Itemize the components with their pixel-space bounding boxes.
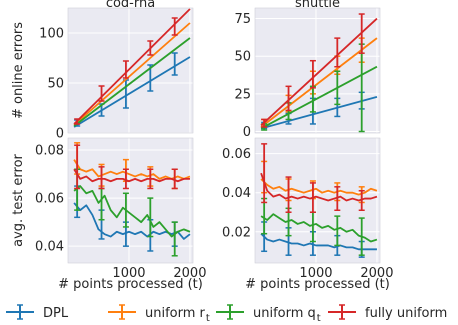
legend-label: uniform rt — [145, 306, 210, 324]
y-tick-label: 0 — [243, 125, 251, 140]
panel-frame — [67, 137, 194, 264]
error-bar — [309, 182, 316, 213]
y-tick-label: 75 — [234, 12, 251, 27]
panel-frame — [254, 137, 381, 264]
error-bar — [309, 59, 316, 89]
plot-area — [260, 143, 378, 258]
error-bar — [334, 215, 341, 247]
error-bar — [74, 118, 81, 125]
plot-area — [73, 8, 191, 128]
y-tick-label: 50 — [234, 50, 251, 65]
y-axis-label: avg. test error — [11, 153, 26, 246]
y-tick-label: 0.04 — [35, 240, 64, 255]
x-tick-label: 1000 — [299, 266, 332, 281]
legend-item: DPL — [6, 304, 69, 321]
y-tick-label: 25 — [234, 87, 251, 102]
panels-layer: 0 50 100 cod-rna # online errors 0 25 50 75 shutt… — [11, 0, 393, 281]
legend-subscript: t — [317, 313, 321, 324]
y-tick-label: 0 — [56, 127, 64, 142]
series-line-uniform-r — [260, 37, 378, 128]
series-line-uniform-q — [260, 213, 378, 243]
plot-area — [260, 13, 378, 133]
x-axis-label-right: # points processed (t) — [245, 277, 390, 292]
error-bar — [147, 168, 154, 190]
series-line-fully-uniform — [260, 172, 378, 202]
error-bar — [334, 70, 341, 106]
series-line-uniform-q — [73, 185, 191, 238]
error-bar — [98, 166, 105, 190]
error-bar — [261, 143, 268, 204]
error-bar — [98, 85, 105, 102]
panel-2: 0 25 50 75 shuttle — [234, 0, 381, 140]
error-bar — [171, 221, 178, 257]
series-line-fully-uniform — [260, 17, 378, 127]
error-bar — [261, 118, 268, 128]
error-bar — [147, 64, 154, 92]
legend: DPL uniform rt uniform qt fully uniform — [6, 304, 447, 324]
legend-item: uniform rt — [108, 304, 210, 324]
series-line-uniform-q — [73, 37, 191, 127]
y-tick-label: 0.02 — [222, 225, 251, 240]
panel-1: 0 50 100 cod-rna # online errors — [11, 0, 194, 142]
error-bar — [147, 197, 154, 238]
error-bar — [171, 17, 178, 36]
error-bar — [74, 144, 81, 190]
panel-4: 0.02 0.04 0.06 1000 2000 — [222, 137, 393, 281]
series-line-fully-uniform — [73, 8, 191, 125]
legend-subscript: t — [206, 313, 210, 324]
legend-label: uniform qt — [253, 306, 321, 324]
panel-title: shuttle — [295, 0, 340, 11]
panel-background — [68, 138, 193, 263]
panel-frame — [67, 7, 194, 134]
error-bar — [358, 13, 365, 54]
x-tick-label: 2000 — [173, 266, 206, 281]
error-bar — [122, 60, 129, 79]
y-tick-label: 0.08 — [35, 144, 64, 159]
error-bar — [122, 192, 129, 228]
plot-area — [73, 142, 191, 257]
error-bar — [122, 168, 129, 190]
error-bar — [334, 37, 341, 68]
y-tick-label: 0.04 — [222, 186, 251, 201]
panel-3: 0.04 0.06 0.08 1000 2000 avg. test error — [11, 137, 206, 281]
error-bar — [171, 52, 178, 76]
series-line-uniform-q — [260, 65, 378, 130]
y-axis-label: # online errors — [11, 22, 26, 119]
series-line-dpl — [73, 202, 191, 240]
y-tick-label: 0.06 — [35, 192, 64, 207]
error-bar — [285, 176, 292, 213]
series-line-fully-uniform — [73, 168, 190, 183]
y-tick-label: 0.06 — [222, 147, 251, 162]
x-tick-label: 1000 — [112, 266, 145, 281]
series-line-uniform-r — [73, 22, 191, 126]
series-line-uniform-r — [260, 178, 378, 196]
series-line-dpl — [260, 233, 377, 251]
error-bar — [285, 85, 292, 112]
legend-item: uniform qt — [216, 304, 321, 324]
panel-frame — [254, 7, 381, 134]
error-bar — [358, 189, 365, 212]
error-bar — [171, 168, 178, 190]
legend-item: fully uniform — [328, 304, 447, 321]
panel-title: cod-rna — [106, 0, 155, 11]
error-bar — [358, 217, 365, 256]
series-line-dpl — [260, 95, 378, 130]
x-tick-label: 2000 — [360, 266, 393, 281]
error-bar — [147, 40, 154, 56]
y-tick-label: 50 — [47, 77, 64, 92]
y-tick-label: 100 — [39, 27, 64, 42]
x-axis-label-left: # points processed (t) — [58, 277, 203, 292]
legend-label: DPL — [43, 306, 69, 321]
error-bar — [334, 186, 341, 212]
legend-label: fully uniform — [365, 306, 447, 321]
series-line-dpl — [73, 56, 191, 128]
